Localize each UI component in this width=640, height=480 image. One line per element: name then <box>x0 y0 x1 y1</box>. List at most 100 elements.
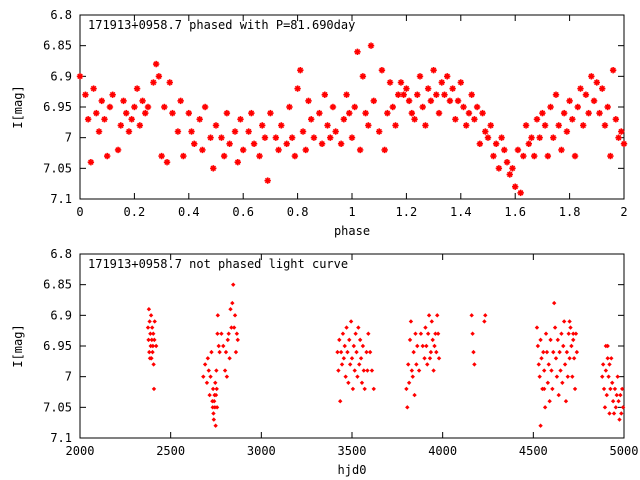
data-point <box>204 380 210 385</box>
data-point <box>612 116 620 123</box>
data-point <box>487 122 494 129</box>
data-point <box>428 349 434 355</box>
data-point <box>537 374 542 379</box>
data-point <box>117 122 124 129</box>
data-point <box>436 356 442 361</box>
data-point <box>549 368 554 373</box>
data-point <box>155 73 163 80</box>
data-point <box>384 109 391 117</box>
y-tick-label: 6.9 <box>50 69 72 83</box>
data-point <box>433 91 440 98</box>
data-point <box>166 79 173 86</box>
data-point <box>553 356 559 361</box>
data-point <box>528 134 535 141</box>
data-point <box>340 116 348 123</box>
data-point <box>364 349 369 355</box>
data-point <box>109 91 116 98</box>
data-point <box>217 349 222 355</box>
data-point <box>550 134 557 141</box>
data-point <box>259 122 266 129</box>
data-point <box>547 103 554 111</box>
data-point <box>414 91 421 98</box>
data-point <box>492 140 500 147</box>
data-point <box>139 97 146 105</box>
data-point <box>288 134 296 141</box>
data-point <box>536 134 543 141</box>
data-point <box>337 140 345 147</box>
data-point <box>415 343 420 349</box>
data-point <box>213 380 218 385</box>
data-point <box>602 405 608 410</box>
data-point <box>211 411 216 416</box>
y-tick-label: 6.8 <box>50 8 72 22</box>
data-point <box>338 399 343 404</box>
data-point <box>267 109 274 117</box>
data-point <box>614 392 619 398</box>
data-point <box>142 109 149 117</box>
data-point <box>469 313 474 318</box>
unphased-chart-ticks: 2000 2500 3000 3500 4000 4500 5000 6.8 6.85 6.9 6.… <box>43 247 638 458</box>
data-point <box>180 152 187 160</box>
data-point <box>208 374 213 379</box>
data-point <box>570 374 575 379</box>
data-point <box>574 103 581 111</box>
x-tick-label: 1.6 <box>504 205 526 219</box>
data-point <box>283 140 290 147</box>
data-point <box>560 109 568 117</box>
data-point <box>561 343 566 349</box>
data-point <box>214 405 220 410</box>
data-point <box>600 362 606 367</box>
data-point <box>256 152 263 160</box>
x-tick-label: 1.4 <box>450 205 472 219</box>
y-tick-label: 6.85 <box>43 278 72 292</box>
data-point <box>152 337 157 343</box>
data-point <box>234 159 241 166</box>
data-point <box>224 374 230 379</box>
data-point <box>151 386 157 392</box>
data-point <box>571 356 577 361</box>
data-point <box>264 177 271 184</box>
phased-chart: 0 0.2 0.4 0.6 0.8 1 1.2 1.4 1.6 1.8 2 6.8 6.85 6.9 6.9… <box>11 8 628 238</box>
data-point <box>369 368 375 373</box>
data-point <box>345 349 350 355</box>
data-point <box>136 122 144 129</box>
data-point <box>520 152 527 160</box>
x-tick-label: 0.4 <box>178 205 200 219</box>
data-point <box>438 79 445 86</box>
data-point <box>196 116 203 123</box>
data-point <box>408 109 416 117</box>
data-point <box>618 128 625 135</box>
data-point <box>231 128 239 135</box>
data-point <box>457 79 464 86</box>
data-point <box>612 386 618 392</box>
data-point <box>509 165 516 172</box>
data-point <box>560 380 565 385</box>
data-point <box>429 319 434 324</box>
data-point <box>608 386 613 392</box>
x-tick-label: 0.6 <box>232 205 254 219</box>
data-point <box>207 134 214 141</box>
data-point <box>588 73 595 80</box>
data-point <box>371 386 376 392</box>
data-point <box>261 134 269 141</box>
data-point <box>272 134 280 141</box>
data-point <box>404 386 409 392</box>
x-tick-label: 5000 <box>610 444 639 458</box>
data-point <box>566 331 571 336</box>
data-point <box>87 159 95 166</box>
data-point <box>308 116 315 123</box>
data-point <box>106 103 114 111</box>
y-tick-label: 7.05 <box>43 400 72 414</box>
data-point <box>201 374 206 379</box>
data-point <box>397 79 405 86</box>
data-point <box>339 362 345 367</box>
data-point <box>550 386 555 392</box>
data-point <box>356 146 364 154</box>
data-point <box>361 368 366 373</box>
data-point <box>357 362 362 367</box>
data-point <box>346 109 353 117</box>
y-tick-label: 6.8 <box>50 247 72 261</box>
data-point <box>248 109 255 117</box>
data-point <box>416 73 424 80</box>
